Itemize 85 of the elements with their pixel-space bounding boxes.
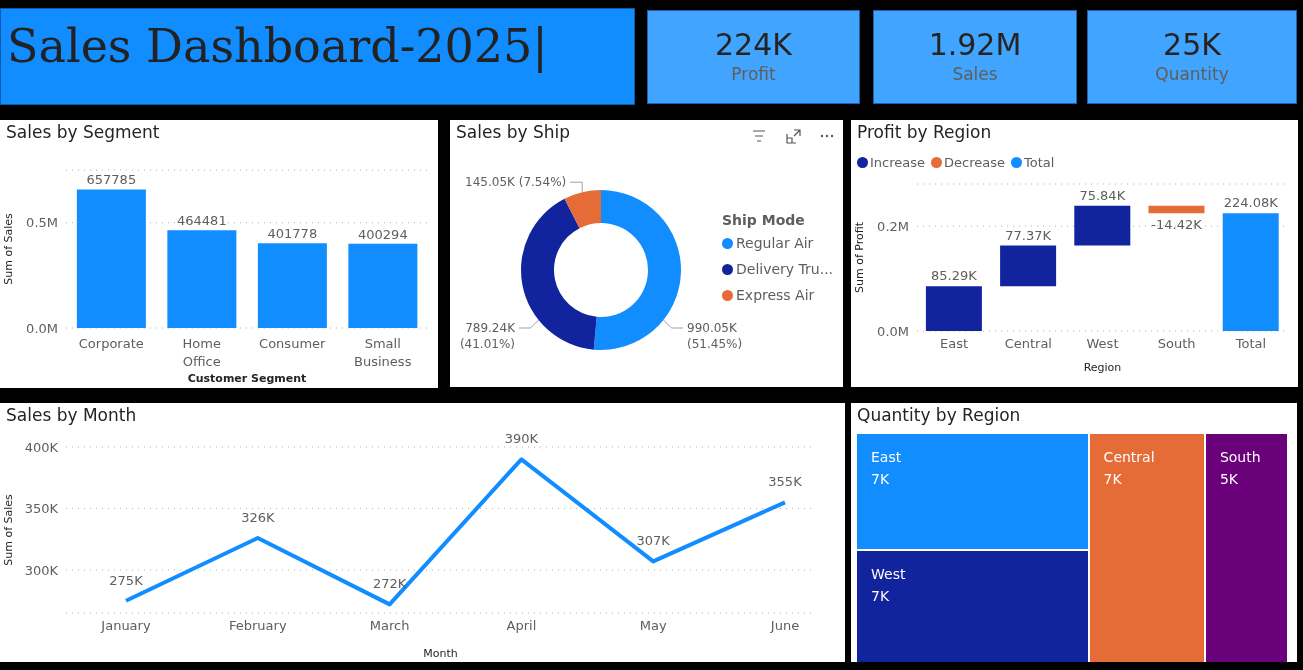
- bar: [925, 286, 982, 331]
- x-tick-label: Central: [1004, 336, 1052, 352]
- x-axis-title: Customer Segment: [187, 372, 307, 385]
- y-axis-title: Sum of Sales: [1, 493, 15, 566]
- y-axis-title: Sum of Profit: [852, 221, 866, 293]
- data-label: 7K: [871, 468, 1074, 490]
- data-label: 145.05K (7.54%): [465, 175, 567, 190]
- legend-title: Ship Mode: [722, 212, 806, 228]
- category-label: South: [1219, 446, 1273, 468]
- category-label: Quantity: [1154, 64, 1230, 84]
- chart-title: Sales by Ship: [456, 122, 570, 142]
- x-axis-title: Month: [423, 647, 458, 660]
- donut-slice: [593, 190, 681, 350]
- text: 25K: [1163, 27, 1221, 62]
- y-tick-label: 0.5M: [26, 215, 58, 231]
- data-label: 326K: [241, 509, 275, 525]
- x-axis-title: Region: [1083, 361, 1122, 374]
- category-label: East: [871, 446, 1074, 468]
- donut-slice: [564, 190, 601, 229]
- x-tick-label: April: [506, 618, 537, 634]
- text: 224K: [715, 27, 792, 62]
- y-tick-label: 400K: [24, 439, 59, 455]
- x-tick-label: West: [1086, 336, 1119, 352]
- data-label: 401778: [267, 226, 318, 242]
- legend-label: Regular Air: [735, 234, 815, 253]
- data-label: 464481: [177, 213, 227, 229]
- text: Sales Dashboard-2025|: [7, 19, 548, 73]
- data-label: 390K: [504, 431, 539, 447]
- bar: [257, 243, 327, 328]
- data-label: 355K: [768, 474, 803, 490]
- category-label: West: [871, 562, 1074, 585]
- category-label: Profit: [730, 64, 777, 84]
- chart-title: Sales by Segment: [6, 122, 160, 142]
- category-label: Central: [1103, 446, 1190, 468]
- x-tick-label: February: [229, 618, 287, 634]
- legend-label: Delivery Tru...: [735, 260, 834, 279]
- y-tick-label: 0.0M: [877, 323, 909, 339]
- y-axis-title: Sum of Sales: [1, 212, 15, 285]
- bar: [167, 230, 237, 328]
- x-tick-label: May: [639, 618, 667, 634]
- y-tick-label: 300K: [24, 562, 59, 578]
- chart-title: Profit by Region: [857, 122, 992, 142]
- legend-label: Total: [1022, 155, 1055, 170]
- bar: [76, 189, 146, 328]
- data-label: 7K: [1103, 468, 1190, 490]
- data-label: 272K: [372, 576, 407, 592]
- x-tick-label: January: [100, 618, 151, 634]
- bar: [348, 243, 418, 328]
- data-label: 275K: [109, 572, 144, 588]
- bar: [1148, 205, 1205, 214]
- x-tick-label: Home Office: [182, 336, 221, 369]
- x-tick-label: Total: [1234, 336, 1267, 352]
- text: 77.37K: [1005, 227, 1051, 243]
- x-tick-label: South: [1157, 336, 1196, 352]
- text: Quantity by Region: [857, 405, 1021, 425]
- x-tick-label: Corporate: [78, 336, 144, 351]
- text: -14.42K: [1151, 217, 1202, 233]
- text: 85.29K: [931, 268, 977, 284]
- data-label: 990.05K (51.45%): [687, 321, 743, 351]
- y-tick-label: 350K: [24, 501, 59, 517]
- legend-label: Decrease: [943, 155, 1005, 170]
- x-tick-label: March: [369, 618, 410, 634]
- x-tick-label: Consumer: [259, 336, 327, 351]
- x-tick-label: Small Business: [354, 336, 412, 369]
- chart-title: Sales by Month: [6, 405, 137, 425]
- bar: [1074, 205, 1131, 246]
- text: 224.08K: [1223, 195, 1278, 211]
- category-label: Sales: [951, 64, 999, 84]
- text: 1.92M: [928, 27, 1022, 62]
- legend-label: Express Air: [735, 286, 816, 305]
- y-tick-label: 0.0M: [26, 320, 58, 336]
- data-label: 5K: [1219, 468, 1273, 490]
- bar: [1222, 213, 1279, 331]
- data-label: 7K: [871, 584, 1074, 607]
- data-label: 789.24K (41.01%): [459, 321, 517, 351]
- x-tick-label: June: [769, 618, 800, 634]
- text: 75.84K: [1079, 187, 1126, 203]
- data-label: 657785: [86, 172, 137, 188]
- bar: [1000, 245, 1057, 287]
- donut-slice: [521, 198, 597, 350]
- data-label: 307K: [636, 533, 671, 549]
- x-tick-label: East: [940, 336, 969, 352]
- legend-label: Increase: [869, 155, 926, 170]
- data-label: 400294: [358, 226, 408, 242]
- y-tick-label: 0.2M: [877, 218, 909, 234]
